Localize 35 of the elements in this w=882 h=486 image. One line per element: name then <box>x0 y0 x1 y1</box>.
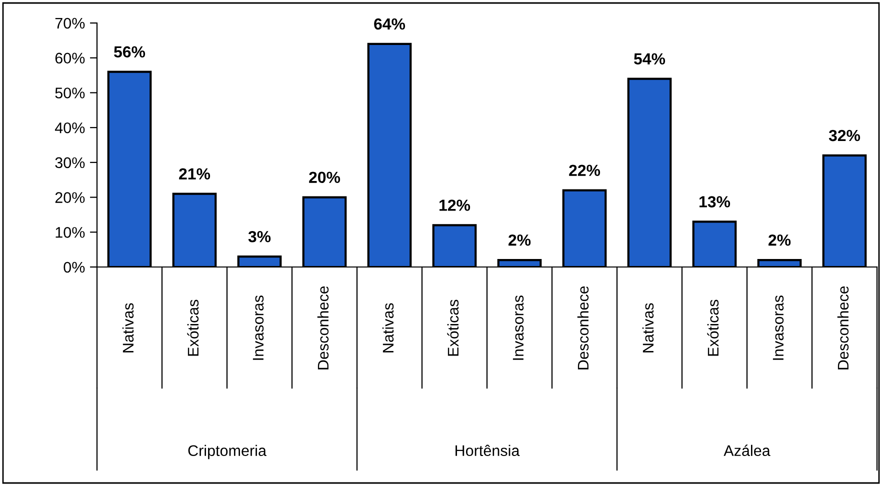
y-tick-label: 10% <box>56 227 85 238</box>
x-tick-label: Invasoras <box>252 296 264 360</box>
x-tick-label: Desconhece <box>577 286 589 370</box>
x-tick-label: Desconhece <box>837 286 849 370</box>
x-tick-label: Exóticas <box>187 300 199 356</box>
x-tick-label: Nativas <box>642 303 654 352</box>
data-label: 21% <box>179 168 210 180</box>
x-tick-label: Invasoras <box>512 296 524 360</box>
x-tick-label: Invasoras <box>772 296 784 360</box>
data-label: 3% <box>248 230 271 242</box>
x-tick-label: Desconhece <box>317 286 329 370</box>
data-label: 13% <box>700 196 730 208</box>
y-tick-label: 50% <box>55 88 85 98</box>
y-tick-label: 60% <box>55 52 85 64</box>
y-tick-label: 70% <box>55 18 85 29</box>
text: Azálea <box>724 444 770 456</box>
data-label: 54% <box>634 53 666 65</box>
x-tick-label: Exóticas <box>707 300 719 356</box>
data-label: 32% <box>828 130 860 142</box>
x-tick-label: Nativas <box>122 303 134 352</box>
data-label: 64% <box>374 18 406 30</box>
data-label: 2% <box>508 234 531 246</box>
x-tick-label: Nativas <box>382 303 394 352</box>
text: Criptomeria <box>188 444 266 460</box>
data-label: 20% <box>309 172 340 184</box>
y-tick-label: 20% <box>55 192 85 203</box>
text: Hortênsia <box>456 444 520 456</box>
data-label: 2% <box>768 234 791 246</box>
x-tick-label: Exóticas <box>447 300 459 356</box>
y-tick-label: 0% <box>64 262 85 273</box>
y-tick-label: 40% <box>54 122 85 134</box>
data-label: 56% <box>114 46 146 58</box>
y-tick-label: 30% <box>55 157 85 168</box>
data-label: 22% <box>569 164 600 176</box>
data-label: 12% <box>440 200 470 211</box>
